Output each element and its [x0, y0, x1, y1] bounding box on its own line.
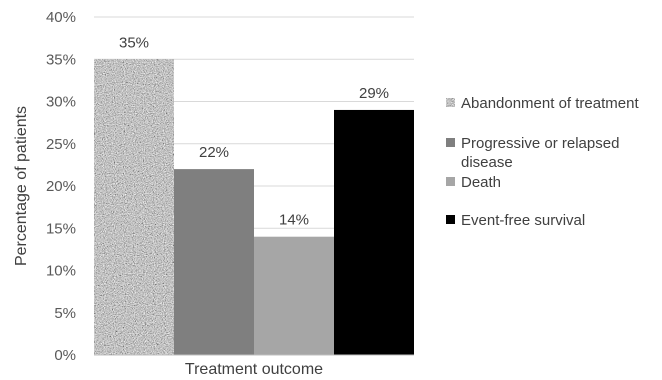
y-tick-label: 40% — [46, 9, 76, 26]
y-tick-label: 35% — [46, 51, 76, 68]
legend-swatch-texture — [446, 98, 455, 107]
legend-swatch — [446, 138, 455, 147]
bar — [254, 236, 334, 355]
y-tick-label: 10% — [46, 263, 76, 280]
legend-entry: Abandonment of treatment — [461, 95, 639, 112]
y-tick-label: 30% — [46, 94, 76, 111]
bar — [174, 169, 254, 355]
legend-swatch — [446, 215, 455, 224]
y-tick-label: 15% — [46, 220, 76, 237]
x-axis-title: Treatment outcome — [185, 361, 323, 378]
legend-entry: Death — [461, 174, 501, 191]
y-tick-label: 20% — [46, 178, 76, 195]
data-label: 35% — [119, 34, 149, 51]
legend-entry: Event-free survival — [461, 212, 585, 229]
data-label: 29% — [359, 85, 389, 102]
legend-entry: Progressive or relapsed disease — [461, 135, 619, 171]
y-tick-label: 0% — [54, 347, 76, 364]
y-tick-label: 25% — [46, 136, 76, 153]
y-tick-label: 5% — [54, 305, 76, 322]
bar — [334, 109, 414, 355]
data-label: 14% — [279, 212, 309, 229]
bar-texture — [94, 59, 174, 355]
y-axis-title: Percentage of patients — [13, 106, 30, 266]
legend: Abandonment of treatment Progressive or r… — [446, 95, 639, 229]
legend-swatch — [446, 177, 455, 186]
data-label: 22% — [199, 144, 229, 161]
